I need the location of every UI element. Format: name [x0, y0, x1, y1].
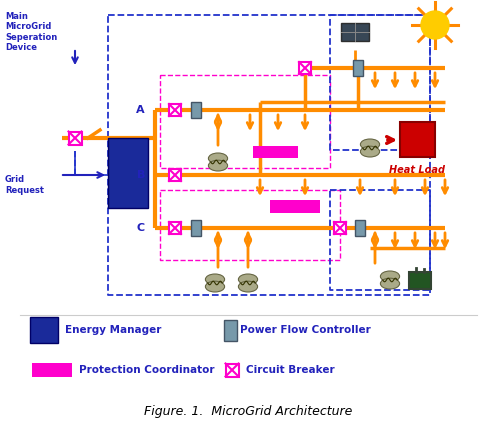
Bar: [299, 62, 311, 74]
Text: Figure. 1.  MicroGrid Architecture: Figure. 1. MicroGrid Architecture: [144, 405, 352, 418]
Text: Grid
Request: Grid Request: [5, 175, 44, 195]
Bar: [191, 220, 201, 236]
Text: A: A: [136, 105, 145, 115]
Ellipse shape: [208, 153, 228, 164]
Bar: [355, 220, 365, 236]
Bar: [270, 200, 320, 213]
Bar: [400, 122, 435, 157]
Ellipse shape: [205, 274, 225, 285]
Bar: [252, 146, 298, 158]
Ellipse shape: [239, 281, 257, 292]
Bar: [409, 271, 431, 289]
Bar: [341, 23, 369, 41]
Bar: [30, 317, 58, 343]
Text: Protection Coordinator: Protection Coordinator: [79, 365, 215, 375]
Text: Power Flow Controller: Power Flow Controller: [240, 325, 371, 335]
Bar: [69, 131, 82, 144]
Bar: [108, 138, 148, 208]
Text: Energy Manager: Energy Manager: [65, 325, 162, 335]
Bar: [226, 363, 239, 377]
Circle shape: [421, 11, 449, 39]
Bar: [169, 104, 181, 116]
Bar: [169, 222, 181, 234]
Bar: [224, 320, 237, 340]
Ellipse shape: [360, 139, 380, 150]
Ellipse shape: [205, 281, 225, 292]
Bar: [169, 169, 181, 181]
Text: Main
MicroGrid
Seperation
Device: Main MicroGrid Seperation Device: [5, 12, 57, 52]
Bar: [334, 222, 346, 234]
Text: C: C: [137, 223, 145, 233]
Ellipse shape: [360, 146, 380, 157]
Bar: [191, 102, 201, 118]
Text: Heat Load: Heat Load: [389, 165, 445, 175]
Ellipse shape: [239, 274, 257, 285]
Ellipse shape: [380, 278, 400, 289]
Text: B: B: [137, 170, 145, 180]
Ellipse shape: [208, 160, 228, 171]
Ellipse shape: [380, 271, 400, 282]
Bar: [353, 60, 363, 76]
Text: Circuit Breaker: Circuit Breaker: [246, 365, 334, 375]
Bar: [32, 363, 72, 377]
